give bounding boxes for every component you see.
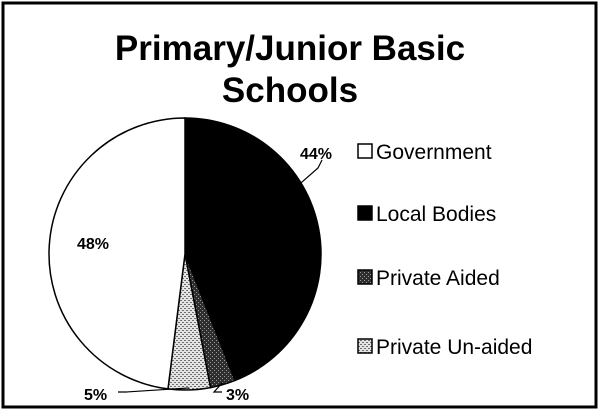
legend-label-local-bodies: Local Bodies [376,203,496,226]
legend-swatch-government [357,143,373,159]
legend-swatch-private-unaided [357,338,373,354]
legend-label-government: Government [376,141,492,164]
leader-line-private-unaided [118,387,190,393]
leader-lines [118,159,323,393]
legend-swatch-local-bodies [357,205,373,221]
legend: Government Local Bodies Private Aided Pr… [357,141,532,359]
legend-label-private-aided: Private Aided [376,267,500,290]
chart-title-line-2: Schools [222,71,358,110]
pie-slice-local-bodies [184,117,322,382]
legend-swatch-private-aided [357,269,373,285]
pie-slices [48,117,322,391]
slice-label-government: 48% [77,236,109,253]
slice-label-private-unaided: 5% [84,387,107,404]
legend-label-private-unaided: Private Un-aided [376,336,532,359]
leader-line-private-aided [212,382,223,393]
slice-label-local-bodies: 44% [300,146,332,163]
slice-label-private-aided: 3% [226,387,249,404]
chart-title-line-1: Primary/Junior Basic [115,29,465,68]
pie-slice-government [48,117,186,390]
leader-line-local-bodies [300,159,323,184]
